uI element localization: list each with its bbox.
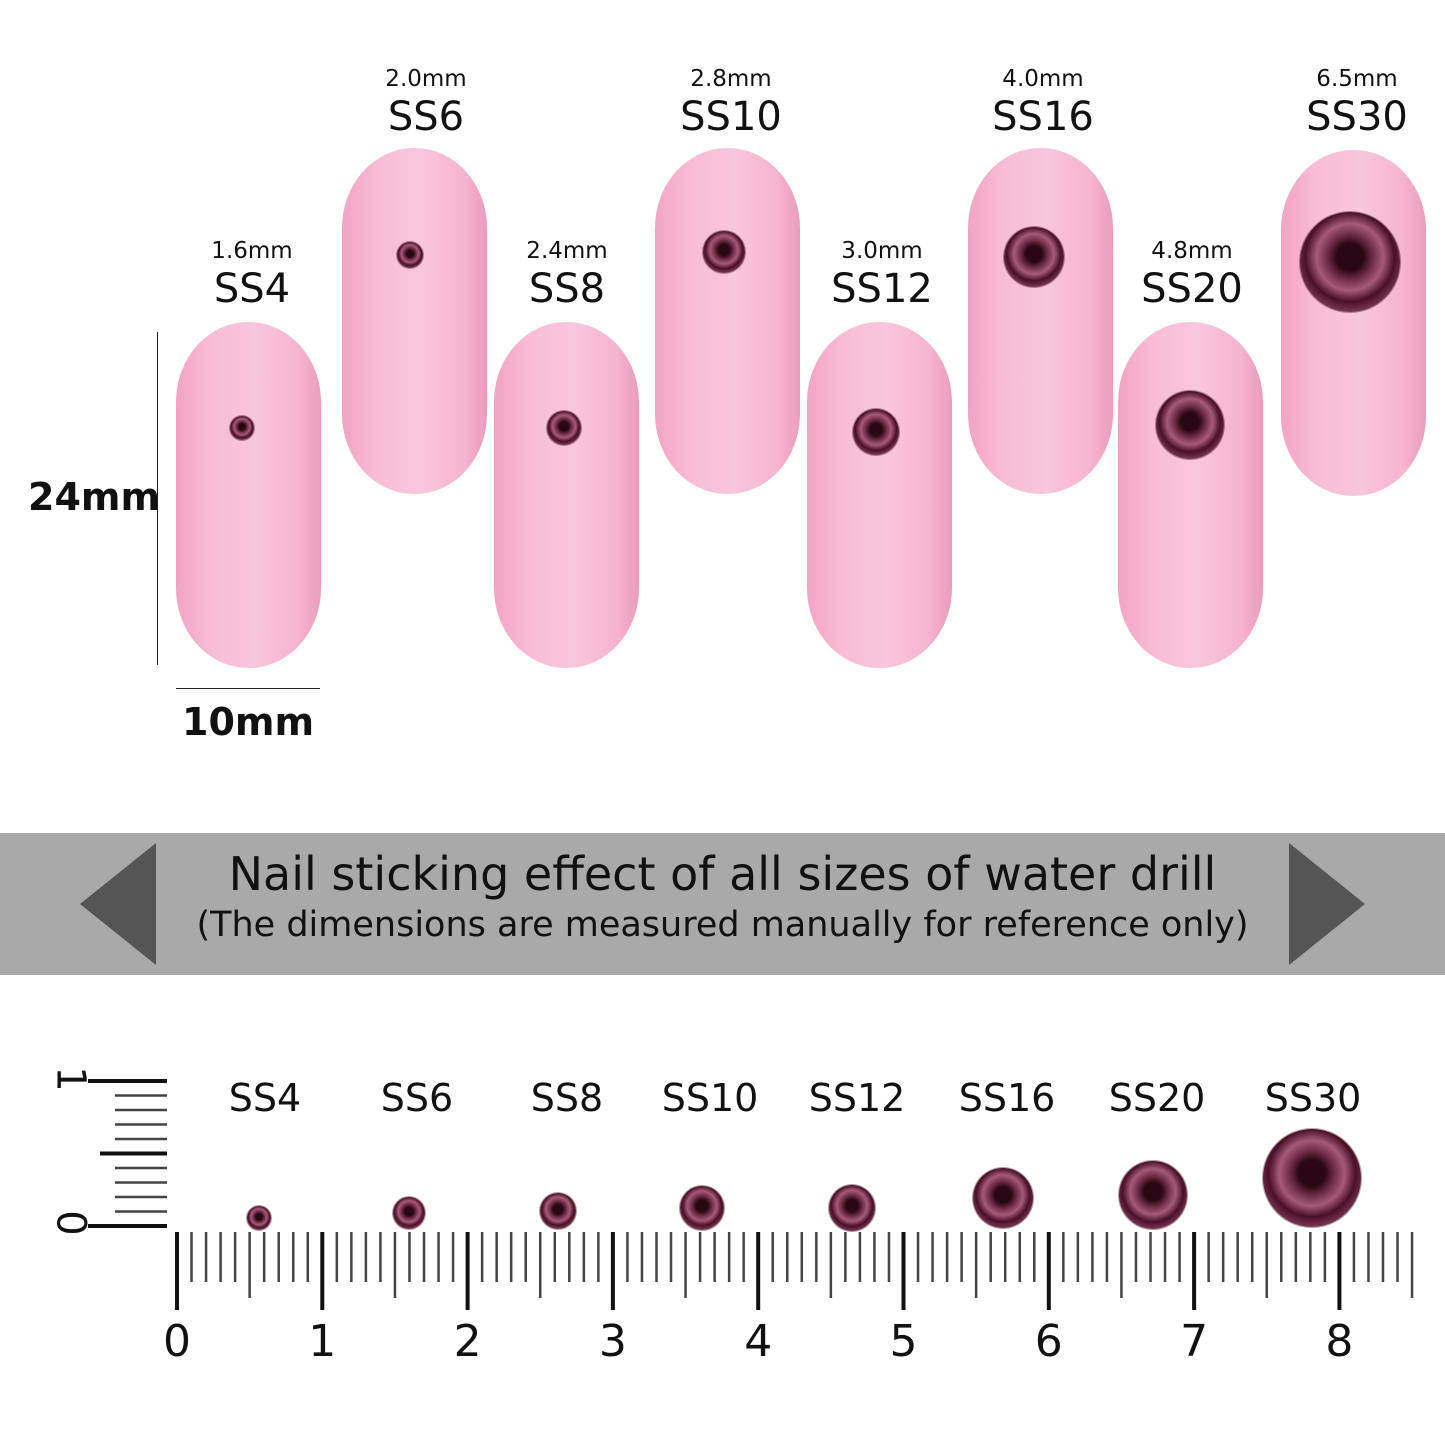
rhinestone	[397, 242, 423, 268]
nail	[968, 148, 1113, 494]
ruler-size-label: SS30	[1264, 1076, 1362, 1120]
rhinestone	[973, 1168, 1033, 1228]
banner: Nail sticking effect of all sizes of wat…	[0, 833, 1445, 975]
ruler-number: 0	[163, 1316, 191, 1367]
width-label: 10mm	[182, 700, 315, 744]
size-code-label: SS8	[528, 266, 606, 312]
rhinestone	[1300, 212, 1400, 312]
width-scale-line	[176, 688, 320, 689]
ruler-size-label: SS10	[661, 1076, 759, 1120]
rhinestone	[1263, 1129, 1361, 1227]
rhinestone	[547, 411, 581, 445]
rhinestone	[1119, 1161, 1187, 1229]
size-mm-label: 4.8mm	[1151, 238, 1233, 264]
size-code-label: SS16	[992, 94, 1094, 140]
rhinestone	[853, 409, 899, 455]
ruler-number: 2	[453, 1316, 482, 1367]
nail	[655, 148, 800, 494]
ruler-size-label: SS20	[1108, 1076, 1206, 1120]
nail	[176, 322, 321, 668]
ruler-size-label: SS12	[808, 1076, 906, 1120]
rhinestone	[703, 231, 745, 273]
size-code-label: SS20	[1141, 266, 1243, 312]
size-mm-label: 6.5mm	[1316, 66, 1398, 92]
ruler-number: 4	[744, 1316, 773, 1367]
size-mm-label: 2.0mm	[385, 66, 467, 92]
rhinestone	[393, 1197, 425, 1229]
size-mm-label: 4.0mm	[1002, 66, 1084, 92]
ruler-number: 7	[1180, 1316, 1209, 1367]
rhinestone	[247, 1206, 271, 1230]
banner-title: Nail sticking effect of all sizes of wat…	[228, 847, 1217, 901]
size-code-label: SS10	[680, 94, 782, 140]
ruler-size-label: SS4	[228, 1076, 302, 1120]
vertical-number: 0	[47, 1210, 94, 1236]
ruler-number: 8	[1325, 1316, 1354, 1367]
ruler-size-label: SS6	[380, 1076, 454, 1120]
height-label: 24mm	[28, 475, 161, 519]
rhinestone	[230, 416, 254, 440]
size-mm-label: 3.0mm	[841, 238, 923, 264]
nail	[494, 322, 639, 668]
size-code-label: SS6	[387, 94, 465, 140]
vertical-number: 1	[47, 1066, 94, 1092]
size-code-label: SS4	[213, 266, 291, 312]
ruler-number: 1	[308, 1316, 337, 1367]
size-mm-label: 2.8mm	[690, 66, 772, 92]
rhinestone	[680, 1186, 724, 1230]
nail	[342, 148, 487, 494]
nail	[807, 322, 952, 668]
size-mm-label: 2.4mm	[526, 238, 608, 264]
ruler-number: 3	[598, 1316, 627, 1367]
ruler-number: 5	[889, 1316, 918, 1367]
nail	[1118, 322, 1263, 668]
banner-subtitle: (The dimensions are measured manually fo…	[196, 905, 1249, 945]
rhinestone	[1004, 227, 1064, 287]
rhinestone	[1156, 391, 1224, 459]
ruler-number: 6	[1034, 1316, 1063, 1367]
ruler-size-label: SS16	[958, 1076, 1056, 1120]
height-scale-line	[157, 332, 158, 665]
right-arrow-icon	[1289, 843, 1365, 965]
size-mm-label: 1.6mm	[211, 238, 293, 264]
ruler-size-label: SS8	[530, 1076, 604, 1120]
rhinestone	[829, 1185, 875, 1231]
size-code-label: SS30	[1306, 94, 1408, 140]
left-arrow-icon	[80, 843, 156, 965]
rhinestone	[540, 1193, 576, 1229]
size-code-label: SS12	[831, 266, 933, 312]
nail	[1281, 150, 1426, 496]
